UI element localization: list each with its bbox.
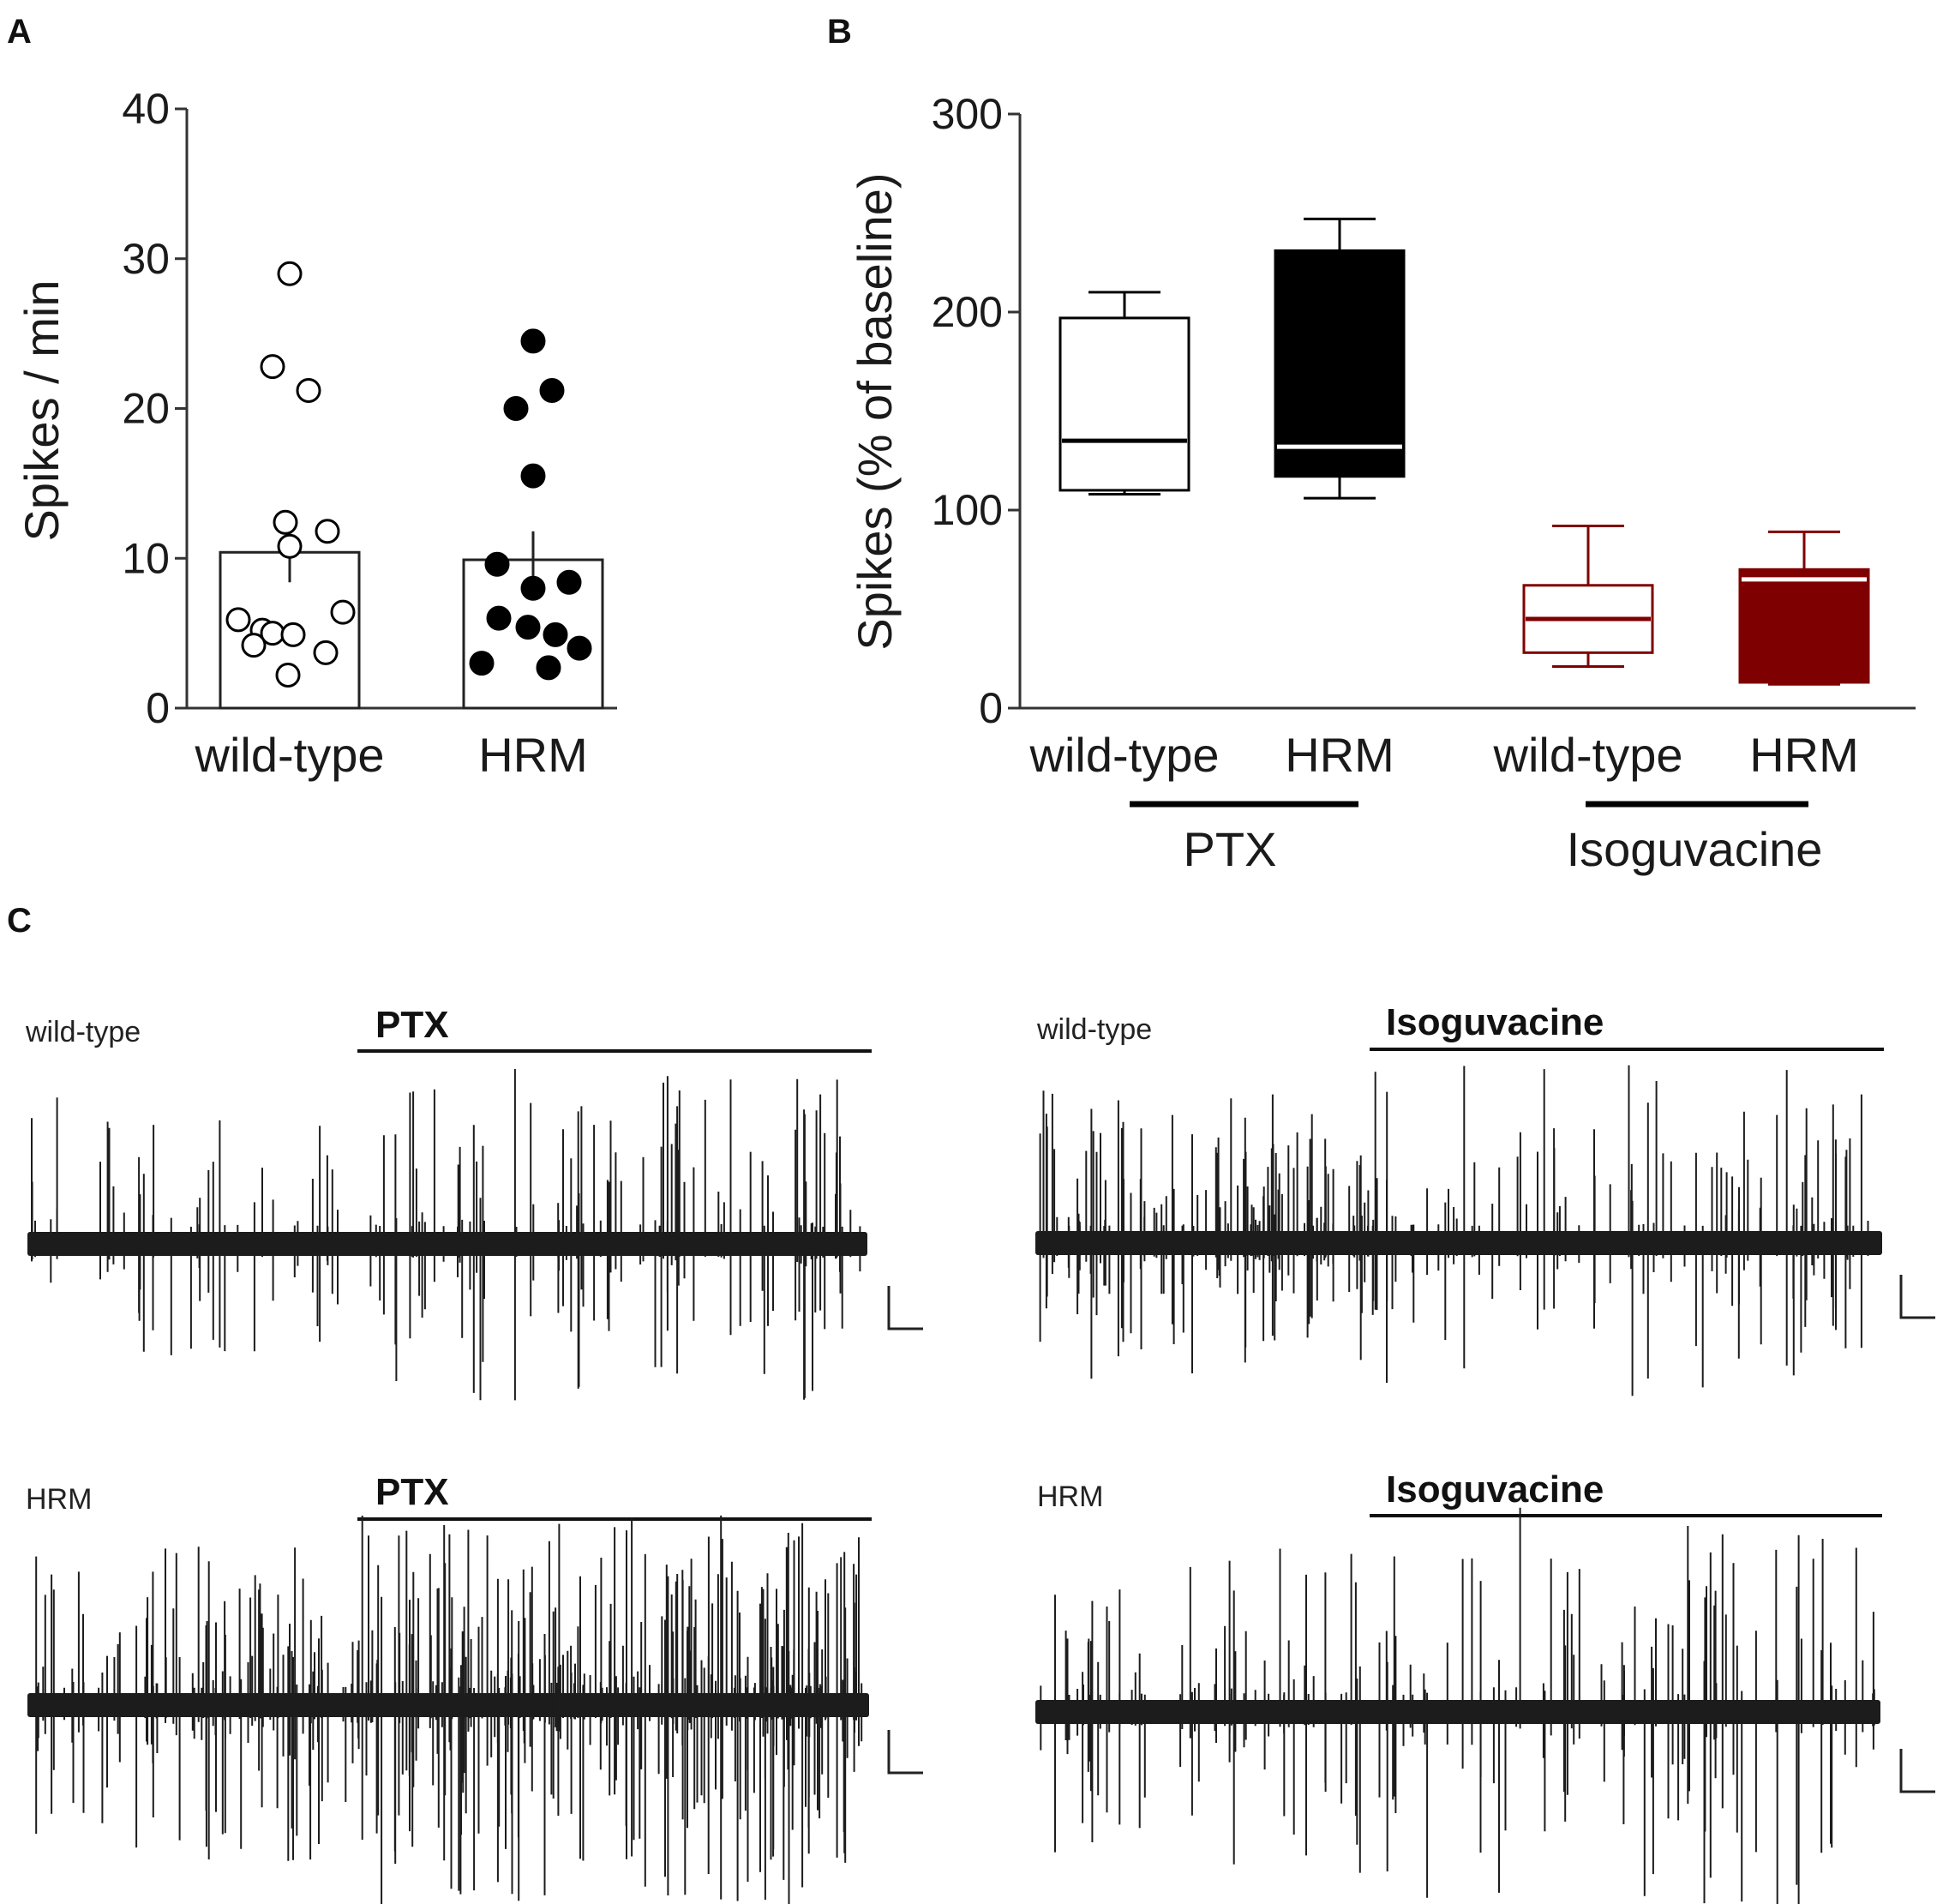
scale-bar — [887, 1286, 923, 1330]
chart-a-data-point — [520, 328, 546, 354]
trace-wt-iso — [1035, 1065, 1882, 1396]
chart-a-data-point — [313, 640, 339, 665]
chart-a-data-point — [260, 354, 285, 380]
trace-hrm-ptx — [27, 1515, 869, 1904]
chart-a-data-point — [536, 655, 561, 681]
chart-b-ytick-label: 200 — [932, 288, 1003, 336]
chart-a-data-point — [520, 463, 546, 489]
drug-label-hrm-ptx: PTX — [375, 1471, 449, 1513]
trace-label-hrm-iso: HRM — [1037, 1481, 1103, 1513]
spike-path — [1040, 1507, 1875, 1904]
chart-a-data-point — [484, 551, 510, 577]
panel-letter-c: C — [7, 902, 32, 940]
chart-a-data-point — [543, 622, 568, 647]
baseline-band — [1035, 1700, 1880, 1724]
drug-label-wt-iso: Isoguvacine — [1386, 1001, 1604, 1043]
chart-b-box — [1738, 568, 1870, 684]
chart-a-ytick-label: 30 — [122, 235, 170, 283]
chart-b-box — [1274, 249, 1406, 478]
chart-a-data-point — [503, 396, 529, 421]
trace-label-hrm-ptx: HRM — [26, 1483, 92, 1516]
chart-a: Spikes / min 0 10 20 30 40 wild-type HRM — [15, 85, 617, 782]
drug-label-hrm-iso: Isoguvacine — [1386, 1469, 1604, 1511]
spike-path — [31, 1069, 861, 1401]
spike-path — [1039, 1065, 1869, 1396]
chart-a-ytick-label: 40 — [122, 85, 170, 133]
chart-a-data-point — [273, 509, 298, 535]
chart-a-data-point — [277, 533, 303, 559]
chart-a-data-point — [280, 622, 306, 647]
chart-b-category-label: wild-type — [1029, 728, 1220, 782]
scale-bar — [887, 1730, 923, 1775]
chart-a-ylabel: Spikes / min — [15, 280, 69, 542]
chart-a-ytick-label: 20 — [122, 385, 170, 433]
chart-a-data-point — [241, 633, 267, 658]
chart-b-category-label: HRM — [1749, 728, 1859, 782]
chart-a-data-point — [556, 569, 582, 595]
recording-traces: wild-type PTX wild-type Isoguvacine HRM … — [25, 1001, 1935, 1904]
chart-a-data-point — [539, 378, 565, 404]
chart-b-category-label: HRM — [1285, 728, 1394, 782]
scale-bar — [1899, 1275, 1935, 1319]
chart-a-data-point — [315, 519, 340, 544]
trace-wt-ptx — [27, 1069, 867, 1401]
chart-a-data-point — [567, 635, 592, 661]
chart-a-data-point — [486, 605, 512, 631]
panel-letter-a: A — [7, 13, 32, 51]
trace-label-wt-iso: wild-type — [1036, 1013, 1152, 1046]
chart-a-data-point — [520, 575, 546, 601]
trace-label-wt-ptx: wild-type — [25, 1016, 141, 1048]
treatment-label-ptx: PTX — [1184, 822, 1277, 876]
chart-b-ytick-label: 300 — [932, 90, 1003, 138]
chart-a-category-label: HRM — [478, 728, 588, 782]
chart-a-data-point — [330, 599, 356, 625]
chart-a-data-point — [225, 607, 251, 633]
treatment-label-isoguvacine: Isoguvacine — [1567, 822, 1823, 876]
chart-a-data-point — [515, 615, 541, 640]
chart-b-ytick-label: 100 — [932, 486, 1003, 534]
trace-hrm-iso — [1035, 1507, 1880, 1904]
chart-a-ytick-label: 0 — [146, 684, 170, 732]
chart-a-data-point — [296, 378, 321, 404]
chart-b-ylabel: Spikes (% of baseline) — [848, 172, 902, 650]
scale-bar — [1899, 1749, 1935, 1793]
chart-b: Spikes (% of baseline) PTX Isoguvacine 0… — [848, 90, 1916, 876]
chart-b-category-label: wild-type — [1493, 728, 1683, 782]
panel-letter-b: B — [827, 13, 852, 51]
spike-path — [35, 1515, 863, 1904]
chart-a-data-point — [275, 663, 301, 688]
chart-a-data-point — [277, 261, 303, 286]
chart-a-data-point — [469, 651, 495, 676]
chart-a-category-label: wild-type — [195, 728, 385, 782]
chart-a-ytick-label: 10 — [122, 534, 170, 582]
chart-b-box — [1058, 316, 1190, 492]
chart-b-ytick-label: 0 — [979, 684, 1003, 732]
drug-label-wt-ptx: PTX — [375, 1004, 449, 1046]
